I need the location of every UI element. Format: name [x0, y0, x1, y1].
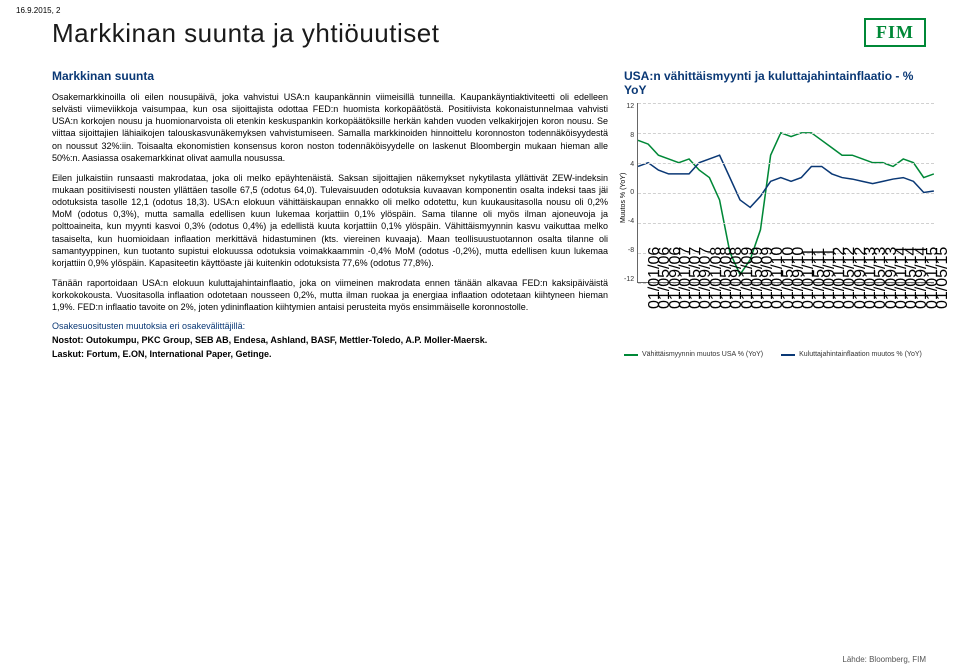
header-row: Markkinan suunta ja yhtiöuutiset FIM [52, 18, 932, 49]
nostot-line: Nostot: Outokumpu, PKC Group, SEB AB, En… [52, 335, 608, 345]
columns: Markkinan suunta Osakemarkkinoilla oli e… [52, 69, 932, 363]
subheading-changes: Osakesuositusten muutoksia eri osakeväli… [52, 321, 608, 331]
grid-line [638, 193, 934, 194]
legend-label: Vähittäismyynnin muutos USA % (YoY) [642, 351, 763, 358]
y-tick: -12 [624, 276, 634, 283]
y-tick: 12 [626, 103, 634, 110]
y-tick: -8 [628, 247, 634, 254]
right-column: USA:n vähittäismyynti ja kuluttajahintai… [624, 69, 934, 363]
legend-swatch [624, 354, 638, 356]
legend-swatch [781, 354, 795, 356]
paragraph-3: Tänään raportoidaan USA:n elokuun kulutt… [52, 277, 608, 313]
y-tick: -4 [628, 218, 634, 225]
page-timestamp: 16.9.2015, 2 [16, 6, 60, 15]
laskut-line: Laskut: Fortum, E.ON, International Pape… [52, 349, 608, 359]
paragraph-1: Osakemarkkinoilla oli eilen nousupäivä, … [52, 91, 608, 164]
chart-legend: Vähittäismyynnin muutos USA % (YoY) Kulut… [624, 351, 934, 358]
grid-line [638, 103, 934, 104]
fim-logo: FIM [864, 18, 926, 47]
grid-line [638, 163, 934, 164]
y-tick: 0 [630, 189, 634, 196]
section-heading: Markkinan suunta [52, 69, 608, 83]
chart: Muutos % (YoY) 12840-4-8-12 01/01/0601/0… [624, 103, 934, 358]
y-tick: 4 [630, 161, 634, 168]
page-title: Markkinan suunta ja yhtiöuutiset [52, 18, 439, 49]
x-axis: 01/01/0601/05/0601/09/0601/01/0701/05/07… [642, 283, 930, 317]
y-tick: 8 [630, 132, 634, 139]
left-column: Markkinan suunta Osakemarkkinoilla oli e… [52, 69, 608, 363]
legend-item: Vähittäismyynnin muutos USA % (YoY) [624, 351, 763, 358]
y-axis-wrap: Muutos % (YoY) 12840-4-8-12 [624, 103, 637, 283]
grid-line [638, 223, 934, 224]
legend-item: Kuluttajahintainflaation muutos % (YoY) [781, 351, 922, 358]
paragraph-2: Eilen julkaistiin runsaasti makrodataa, … [52, 172, 608, 269]
grid-line [638, 133, 934, 134]
legend-label: Kuluttajahintainflaation muutos % (YoY) [799, 351, 922, 358]
chart-title: USA:n vähittäismyynti ja kuluttajahintai… [624, 69, 934, 97]
y-axis-label: Muutos % (YoY) [620, 173, 627, 223]
footer-source: Lähde: Bloomberg, FIM [842, 655, 926, 664]
page-body: Markkinan suunta ja yhtiöuutiset FIM Mar… [0, 0, 960, 373]
